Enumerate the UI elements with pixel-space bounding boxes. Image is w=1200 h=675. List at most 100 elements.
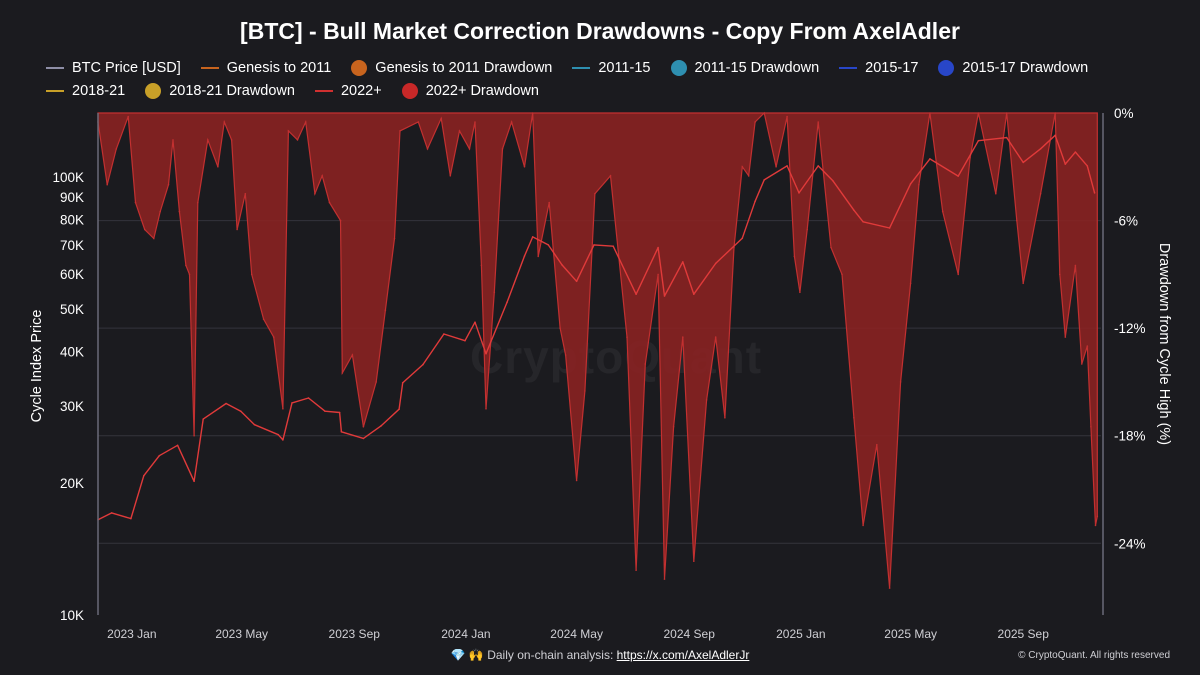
- copyright-text: © CryptoQuant. All rights reserved: [1018, 650, 1170, 661]
- drawdown-point: [393, 237, 396, 240]
- price-line-layer: [97, 134, 1096, 521]
- drawdown-point: [853, 417, 855, 419]
- left-tick-label: 90K: [60, 190, 84, 205]
- price-point: [593, 244, 595, 246]
- price-point: [741, 237, 744, 239]
- legend-dot-icon: [401, 82, 418, 99]
- legend-item-2015-17[interactable]: 2015-17: [839, 58, 918, 77]
- drawdown-point: [957, 273, 959, 276]
- price-point: [506, 301, 508, 303]
- drawdown-point: [1016, 219, 1018, 222]
- drawdown-point: [763, 112, 765, 114]
- x-tick-label: 2025 May: [884, 627, 937, 641]
- legend-item-2022[interactable]: 2022+: [314, 81, 382, 100]
- price-point: [338, 411, 341, 414]
- drawdown-point: [458, 130, 461, 132]
- price-point: [324, 410, 326, 413]
- drawdown-point: [862, 524, 864, 527]
- drawdown-point: [1005, 112, 1008, 114]
- price-point: [1005, 136, 1008, 139]
- x-tick-label: 2025 Jan: [776, 627, 825, 641]
- drawdown-point: [626, 336, 628, 338]
- drawdown-point: [969, 157, 971, 159]
- left-tick-label: 60K: [60, 267, 84, 282]
- right-axis-title: Drawdown from Cycle High (%): [1156, 243, 1172, 445]
- price-point: [130, 517, 132, 520]
- drawdown-point: [876, 443, 878, 446]
- drawdown-point: [362, 426, 365, 428]
- footer-link[interactable]: https://x.com/AxelAdlerJr: [616, 648, 750, 662]
- price-point: [531, 236, 534, 238]
- drawdown-point: [127, 115, 129, 118]
- price-point: [957, 175, 959, 177]
- right-tick-label: 0%: [1114, 106, 1134, 121]
- price-point: [575, 280, 578, 283]
- left-tick-label: 80K: [60, 212, 84, 227]
- price-point: [1086, 165, 1089, 167]
- legend-label: 2022+ Drawdown: [425, 82, 539, 99]
- legend-line-icon: [46, 66, 64, 69]
- right-tick-label: -12%: [1114, 321, 1146, 336]
- drawdown-point: [830, 246, 832, 249]
- price-point: [663, 295, 666, 297]
- drawdown-point: [115, 148, 118, 150]
- drawdown-point: [426, 148, 429, 150]
- price-point: [1022, 161, 1024, 164]
- drawdown-point: [304, 121, 307, 123]
- drawdown-point: [178, 210, 181, 213]
- price-point: [693, 293, 695, 296]
- legend-item-2011-15[interactable]: 2011-15: [572, 58, 651, 77]
- legend-item-2011-15-drawdown[interactable]: 2011-15 Drawdown: [670, 58, 819, 77]
- price-point: [464, 339, 466, 342]
- drawdown-point: [193, 434, 195, 437]
- price-point: [832, 180, 834, 182]
- legend-item-2015-17-drawdown[interactable]: 2015-17 Drawdown: [938, 58, 1088, 77]
- legend: BTC Price [USD] Genesis to 2011 Genesis to…: [46, 58, 1176, 100]
- drawdown-point: [510, 121, 513, 123]
- drawdown-point: [635, 569, 637, 571]
- drawdown-point: [296, 139, 299, 141]
- legend-dot-icon: [145, 82, 162, 99]
- price-point: [862, 221, 864, 223]
- drawdown-point: [594, 192, 596, 195]
- drawdown-point: [672, 426, 675, 428]
- price-point: [929, 158, 931, 160]
- price-point: [1064, 163, 1067, 165]
- drawdown-point: [449, 175, 452, 177]
- legend-item-2018-21[interactable]: 2018-21: [46, 81, 125, 100]
- price-point: [853, 209, 855, 211]
- legend-item-genesis-to-2011-drawdown[interactable]: Genesis to 2011 Drawdown: [351, 58, 552, 77]
- drawdown-point: [559, 327, 561, 329]
- price-point: [817, 165, 819, 167]
- legend-label: Genesis to 2011: [226, 59, 332, 76]
- drawdown-point: [1059, 273, 1061, 276]
- drawdown-point: [167, 183, 170, 186]
- legend-line-icon: [839, 66, 858, 69]
- drawdown-point: [143, 228, 146, 231]
- price-point: [422, 363, 424, 366]
- legend-label: 2011-15: [598, 59, 651, 76]
- drawdown-point: [775, 166, 777, 168]
- drawdown-point: [705, 399, 708, 401]
- legend-item-2018-21-drawdown[interactable]: 2018-21 Drawdown: [145, 81, 295, 100]
- drawdown-point: [314, 192, 316, 195]
- price-point: [798, 192, 800, 194]
- price-point: [398, 408, 400, 411]
- price-point: [561, 264, 563, 266]
- drawdown-point: [153, 237, 155, 240]
- legend-item-2022-drawdown[interactable]: 2022+ Drawdown: [401, 81, 539, 100]
- price-point: [1074, 151, 1077, 153]
- legend-item-btc-price-usd[interactable]: BTC Price [USD]: [46, 58, 181, 77]
- drawdown-point: [321, 175, 324, 177]
- drawdown-point: [918, 183, 920, 186]
- legend-item-genesis-to-2011[interactable]: Genesis to 2011: [200, 58, 332, 77]
- drawdown-point: [207, 139, 209, 141]
- x-tick-label: 2025 Sep: [998, 627, 1050, 641]
- drawdown-point: [197, 201, 199, 204]
- price-point: [754, 200, 756, 203]
- drawdown-point: [272, 336, 275, 338]
- drawdown-point: [493, 291, 496, 294]
- x-tick-label: 2024 Jan: [441, 627, 490, 641]
- drawdown-point: [440, 117, 443, 120]
